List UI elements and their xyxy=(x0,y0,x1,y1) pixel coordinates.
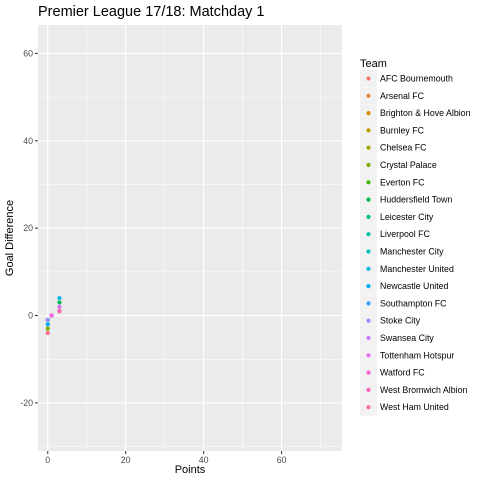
legend-key xyxy=(366,180,371,185)
legend-key xyxy=(366,335,371,341)
legend-label: Newcastle United xyxy=(380,281,449,291)
legend-key xyxy=(366,162,371,168)
legend-key xyxy=(366,353,371,358)
legend-key xyxy=(366,318,371,323)
chart-title: Premier League 17/18: Matchday 1 xyxy=(38,4,265,20)
legend-key xyxy=(366,128,371,133)
y-axis-title: Goal Difference xyxy=(4,200,16,276)
data-point xyxy=(45,317,50,323)
y-tick-label: 0 xyxy=(28,311,33,321)
x-tick-label: 60 xyxy=(277,455,287,465)
plot-panel xyxy=(38,25,342,451)
legend-label: Watford FC xyxy=(380,368,425,378)
legend-label: Manchester City xyxy=(380,247,444,257)
y-tick-label: 40 xyxy=(23,136,33,146)
grid-major xyxy=(38,25,342,451)
legend-label: Stoke City xyxy=(380,316,421,326)
legend-label: Leicester City xyxy=(380,212,434,222)
data-point xyxy=(57,309,62,314)
legend-label: Chelsea FC xyxy=(380,143,427,153)
y-tick-label: 20 xyxy=(23,223,33,233)
data-point xyxy=(49,313,54,318)
legend-label: Manchester United xyxy=(380,264,454,274)
y-axis: -20 0 20 40 60 xyxy=(20,48,38,408)
legend-key xyxy=(366,232,371,237)
legend-label: West Ham United xyxy=(380,402,449,412)
legend-label: Everton FC xyxy=(380,177,425,187)
legend-key xyxy=(366,93,371,98)
legend-label: Arsenal FC xyxy=(380,91,425,101)
legend-key xyxy=(366,111,371,116)
x-axis: 0 20 40 60 xyxy=(45,451,287,465)
legend-key xyxy=(366,370,371,375)
data-point xyxy=(57,300,62,305)
legend-label: Huddersfield Town xyxy=(380,195,452,205)
x-axis-title: Points xyxy=(175,464,206,476)
legend-label: AFC Bournemouth xyxy=(380,74,453,84)
legend-label: Brighton & Hove Albion xyxy=(380,108,471,118)
legend-key xyxy=(366,284,371,289)
legend-key xyxy=(366,197,371,202)
legend-key xyxy=(366,145,371,150)
data-point xyxy=(57,304,62,309)
data-point xyxy=(45,326,50,331)
legend-title: Team xyxy=(360,58,387,70)
y-tick-label: 60 xyxy=(23,48,33,58)
legend-key xyxy=(366,301,371,306)
legend-key xyxy=(366,249,371,254)
legend-key xyxy=(366,405,371,410)
legend-key xyxy=(366,387,371,392)
legend: Team AFC Bournemouth Arsenal FC Brighton &… xyxy=(360,58,471,416)
data-point xyxy=(45,322,50,327)
data-point xyxy=(57,295,62,301)
legend-key xyxy=(366,76,371,81)
legend-label: Liverpool FC xyxy=(380,229,431,239)
legend-label: Southampton FC xyxy=(380,298,447,308)
legend-label: Tottenham Hotspur xyxy=(380,350,454,360)
data-points xyxy=(45,295,62,336)
legend-label: Burnley FC xyxy=(380,125,425,135)
legend-key xyxy=(366,266,371,271)
grid-minor xyxy=(38,25,342,451)
x-tick-label: 0 xyxy=(45,455,50,465)
legend-label: West Bromwich Albion xyxy=(380,385,467,395)
legend-label: Crystal Palace xyxy=(380,160,437,170)
legend-key xyxy=(366,214,371,219)
legend-label: Swansea City xyxy=(380,333,434,343)
x-tick-label: 40 xyxy=(199,455,209,465)
y-tick-label: -20 xyxy=(20,398,33,408)
data-point xyxy=(45,330,50,336)
x-tick-label: 20 xyxy=(121,455,131,465)
